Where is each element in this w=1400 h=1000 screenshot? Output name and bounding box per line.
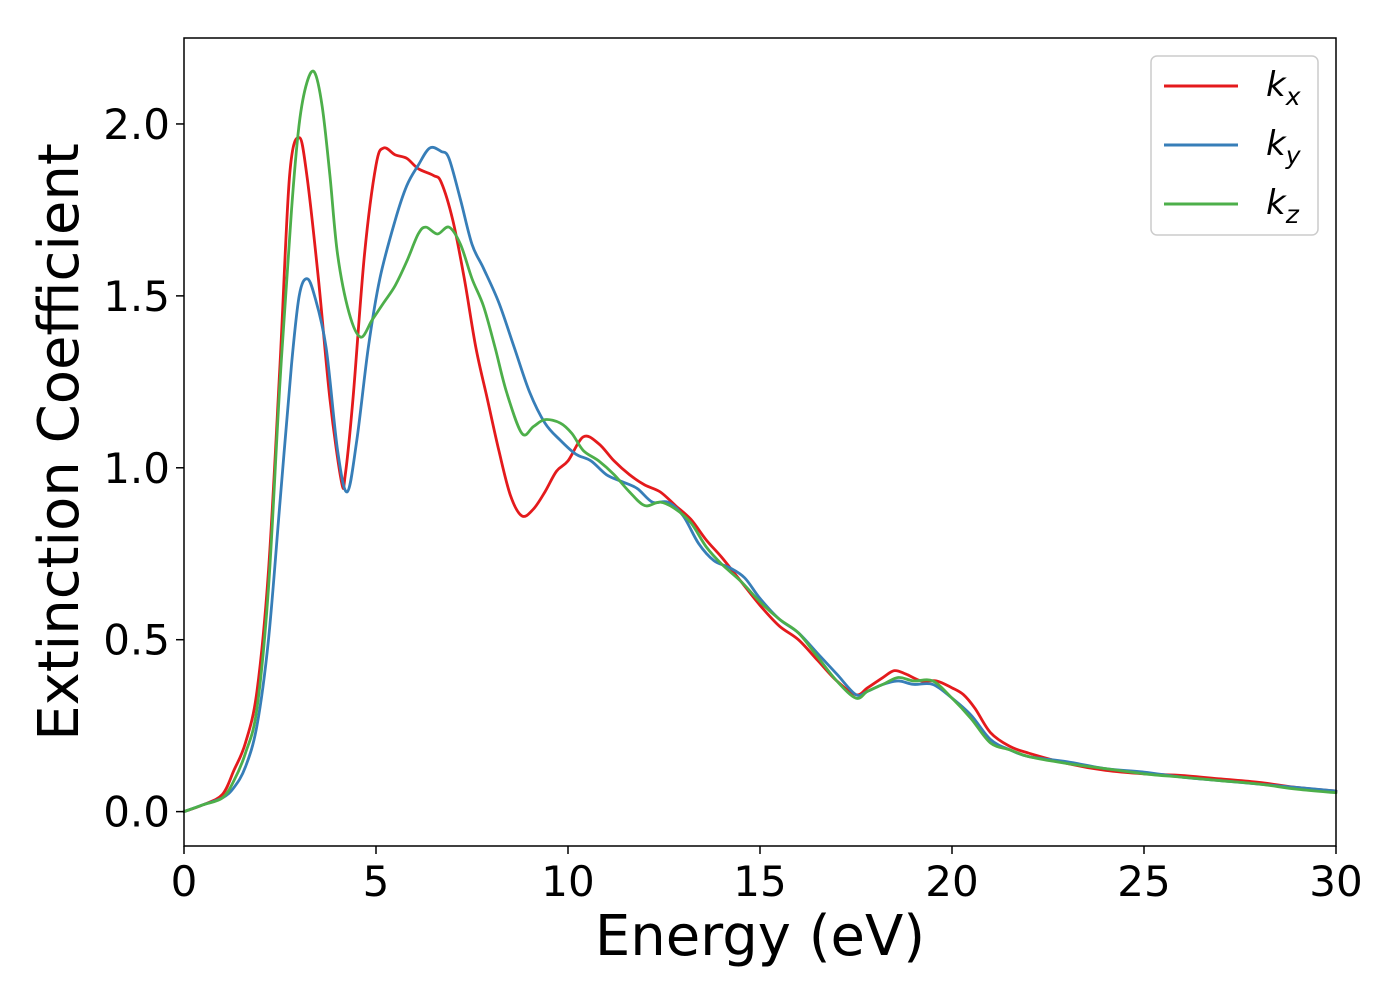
legend-label-k-z: kz <box>1266 183 1300 229</box>
legend-label-k-x: kx <box>1266 65 1301 111</box>
legend: kx ky kz <box>1150 55 1319 236</box>
x-tick-label: 30 <box>1309 857 1362 906</box>
x-tick-label: 15 <box>733 857 786 906</box>
series-line-k-y <box>182 145 1338 814</box>
y-tick-label: 0.5 <box>103 616 170 665</box>
y-tick-label: 1.0 <box>103 444 170 493</box>
y-tick-label: 2.0 <box>103 100 170 149</box>
x-tick-label: 0 <box>171 857 198 906</box>
y-axis: 0.0 0.5 1.0 1.5 2.0 <box>103 100 184 837</box>
x-tick-label: 25 <box>1117 857 1170 906</box>
series-line-k-x <box>182 136 1338 814</box>
y-tick-label: 0.0 <box>103 788 170 837</box>
x-tick-label: 20 <box>925 857 978 906</box>
legend-label-k-y: ky <box>1266 124 1302 170</box>
x-tick-label: 10 <box>541 857 594 906</box>
x-axis: 0 5 10 15 20 25 30 <box>171 846 1363 906</box>
y-axis-title: Extinction Coefficient <box>27 143 92 741</box>
series-layer <box>182 69 1338 814</box>
x-tick-label: 5 <box>363 857 390 906</box>
series-line-k-z <box>182 69 1338 814</box>
x-axis-title: Energy (eV) <box>595 904 925 969</box>
y-tick-label: 1.5 <box>103 272 170 321</box>
